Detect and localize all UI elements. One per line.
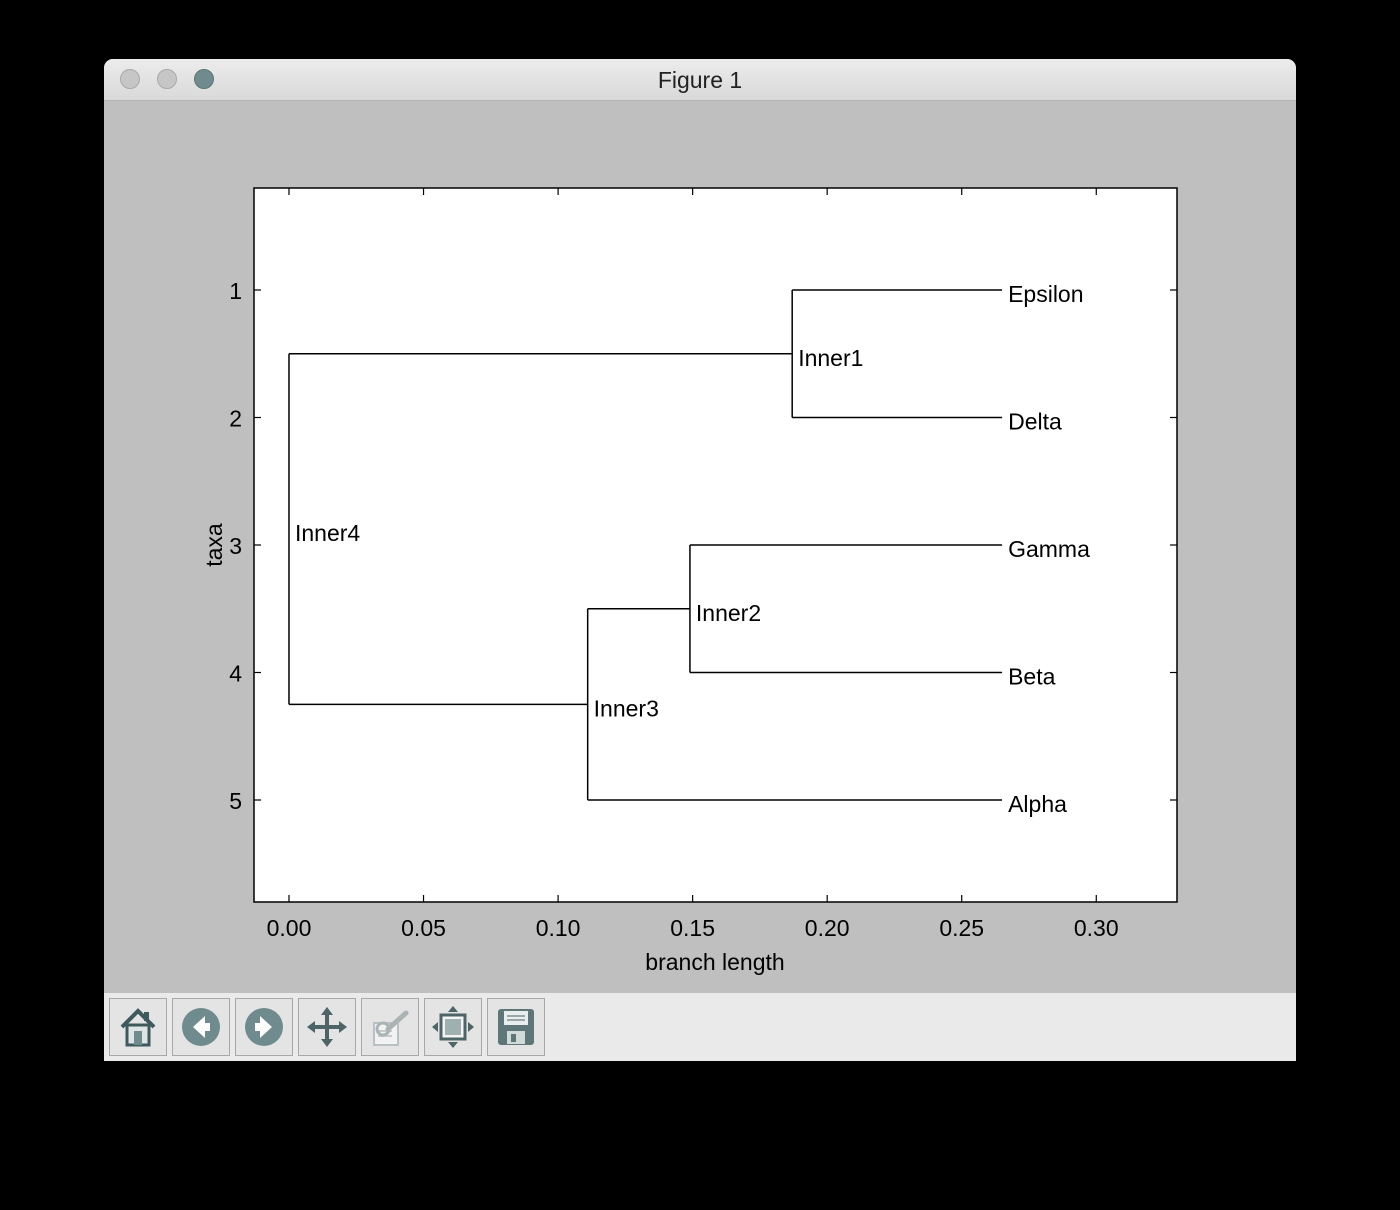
navigation-toolbar [104,993,1296,1061]
y-tick-label: 3 [229,533,242,559]
home-icon [120,1008,156,1047]
figure-window: Figure 1 0.00 0.05 0.10 0.15 0.20 0.25 0.30 1 2 3… [104,59,1296,1061]
pan-button[interactable] [298,998,356,1056]
x-tick-label: 0.10 [536,915,581,941]
y-axis-label: taxa [201,523,227,567]
x-tick-label: 0.30 [1074,915,1119,941]
x-tick-label: 0.25 [939,915,984,941]
home-button[interactable] [109,998,167,1056]
save-button[interactable] [487,998,545,1056]
x-tick-label: 0.05 [401,915,446,941]
leaf-label: Beta [1008,664,1056,690]
y-tick-label: 2 [229,406,242,432]
back-button[interactable] [172,998,230,1056]
window-title: Figure 1 [657,67,743,93]
x-tick-label: 0.00 [267,915,312,941]
inner-node-label: Inner1 [798,345,863,371]
x-axis-label: branch length [645,949,784,975]
forward-button[interactable] [235,998,293,1056]
zoom-rect-icon [373,1010,409,1046]
x-tick-label: 0.15 [670,915,715,941]
subplots-button[interactable] [424,998,482,1056]
dendrogram-plot[interactable]: 0.00 0.05 0.10 0.15 0.20 0.25 0.30 1 2 3 4 5 Epsilo… [104,101,1296,993]
leaf-label: Delta [1008,409,1062,435]
y-tick-label: 1 [229,278,242,304]
move-icon [307,1007,347,1047]
y-tick-label: 4 [229,661,242,687]
x-tick-label: 0.20 [805,915,850,941]
floppy-disk-icon [498,1009,534,1045]
y-tick-label: 5 [229,788,242,814]
inner-node-label: Inner4 [295,520,360,546]
minimize-window-button[interactable] [157,69,177,89]
title-bar[interactable]: Figure 1 [104,59,1296,101]
inner-node-label: Inner3 [594,695,659,721]
zoom-window-button[interactable] [194,69,214,89]
leaf-label: Alpha [1008,791,1067,817]
subplots-icon [432,1006,474,1048]
leaf-label: Epsilon [1008,281,1083,307]
close-window-button[interactable] [120,69,140,89]
figure-canvas[interactable]: 0.00 0.05 0.10 0.15 0.20 0.25 0.30 1 2 3 4 5 Epsilo… [104,101,1296,993]
leaf-label: Gamma [1008,536,1090,562]
inner-node-label: Inner2 [696,600,761,626]
forward-arrow-icon [245,1008,283,1046]
back-arrow-icon [182,1008,220,1046]
zoom-button[interactable] [361,998,419,1056]
